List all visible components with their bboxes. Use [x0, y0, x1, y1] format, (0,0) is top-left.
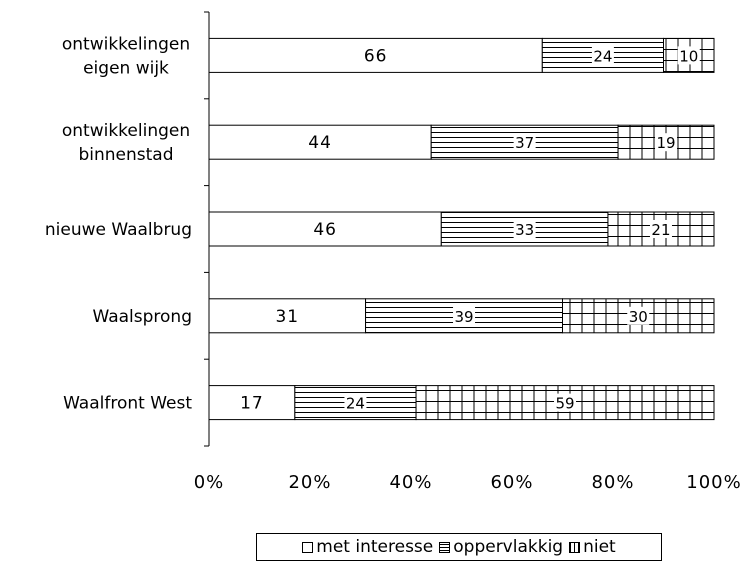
bar-segment [208, 385, 296, 421]
axis-layer [204, 11, 210, 447]
stacked-bar-chart: 0% 20% 40% 60% 80% 100% ontwikkelingen eigen wi… [45, 11, 741, 493]
data-label: 19 [656, 134, 675, 152]
data-label: 10 [679, 47, 698, 65]
data-label-bg [627, 306, 650, 325]
data-label-bg [513, 133, 536, 152]
data-label: 24 [593, 47, 612, 65]
data-label: 44 [308, 133, 332, 153]
category-label: Waalfront West [63, 394, 192, 414]
data-label: 66 [364, 46, 388, 66]
data-label-bg [344, 393, 367, 412]
x-tick-label: 20% [288, 472, 331, 493]
x-tick-label: 100% [686, 472, 741, 493]
data-label-bg [554, 393, 577, 412]
legend-label: met interesse [316, 537, 434, 557]
legend-label: oppervlakkig [453, 537, 564, 557]
data-label-bg [649, 220, 672, 238]
data-label: 24 [346, 395, 365, 413]
data-label: 33 [515, 221, 534, 239]
data-label: 59 [555, 395, 574, 413]
legend-swatch-lines-icon [439, 541, 451, 553]
legend-swatch-grid-icon [569, 541, 581, 553]
label-layer: 0% 20% 40% 60% 80% 100% ontwikkelingen eigen wi… [45, 34, 741, 493]
data-label: 31 [275, 307, 299, 327]
category-label: ontwikkelingen [62, 121, 190, 141]
bar-layer [208, 37, 715, 421]
bar-segment [208, 124, 432, 160]
category-label: ontwikkelingen [62, 34, 190, 54]
data-label-bg [591, 46, 614, 65]
data-label: 39 [454, 308, 473, 326]
category-label: nieuwe Waalbrug [45, 220, 192, 240]
data-label-bg [513, 220, 536, 238]
x-tick-label: 60% [490, 472, 533, 493]
x-tick-label: 0% [194, 472, 225, 493]
data-label: 46 [313, 220, 337, 240]
legend: met interesse oppervlakkig niet [256, 533, 662, 561]
x-tick-label: 80% [591, 472, 634, 493]
legend-item-series-0: met interesse [302, 537, 433, 557]
bar-segment [208, 37, 543, 73]
data-label: 17 [240, 394, 264, 414]
x-tick-label: 40% [389, 472, 432, 493]
category-label: Waalsprong [92, 307, 192, 327]
data-label-bg [453, 306, 476, 325]
data-label: 30 [629, 308, 648, 326]
data-label-bg [655, 133, 678, 152]
data-label: 37 [515, 134, 534, 152]
category-label: eigen wijk [83, 58, 169, 78]
legend-swatch-blank-icon [302, 541, 314, 553]
legend-label: niet [583, 537, 616, 557]
legend-item-series-2: niet [569, 537, 616, 557]
legend-item-series-1: oppervlakkig [439, 537, 563, 557]
category-label: binnenstad [78, 145, 173, 165]
data-label-bg [677, 46, 700, 65]
data-label: 21 [651, 221, 670, 239]
